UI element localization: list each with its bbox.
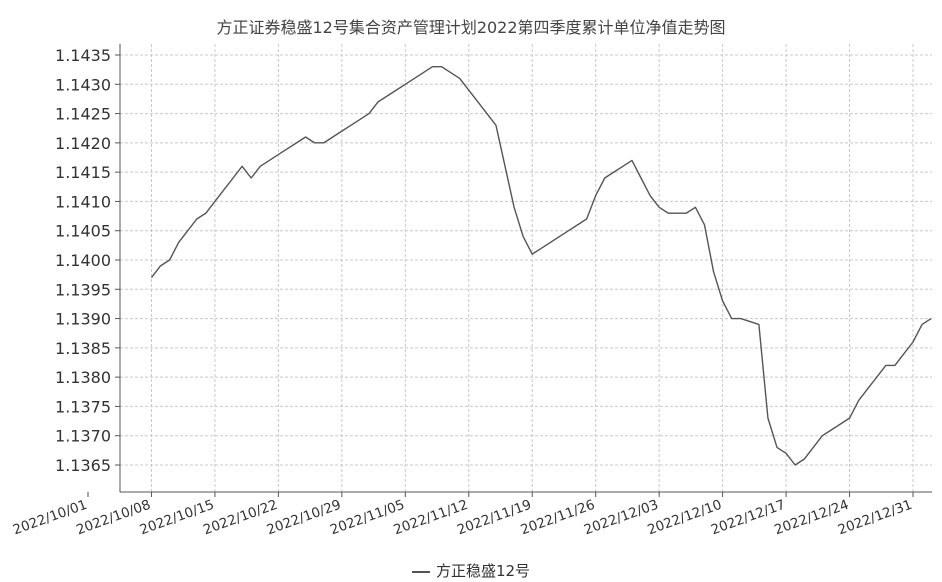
chart-title: 方正证券稳盛12号集合资产管理计划2022第四季度累计单位净值走势图: [216, 18, 726, 37]
y-tick-label: 1.1435: [55, 46, 111, 65]
y-tick-labels: 1.1435 1.1430 1.1425 1.1420 1.1415 1.1410 1.14…: [55, 46, 111, 475]
y-tick-label: 1.1425: [55, 105, 111, 124]
legend: 方正稳盛12号: [0, 560, 942, 581]
y-tick-label: 1.1410: [55, 192, 111, 211]
y-tick-label: 1.1380: [55, 368, 111, 387]
y-tick-label: 1.1415: [55, 163, 111, 182]
y-tick-label: 1.1420: [55, 134, 111, 153]
y-tick-label: 1.1430: [55, 75, 111, 94]
y-tick-label: 1.1370: [55, 427, 111, 446]
y-tick-label: 1.1385: [55, 339, 111, 358]
legend-line-swatch: [411, 570, 430, 573]
series-line: [150, 66, 932, 466]
y-tick-label: 1.1375: [55, 397, 111, 416]
series-layer: [150, 66, 932, 466]
axis-layer: [87, 44, 932, 497]
legend-label: 方正稳盛12号: [435, 562, 531, 580]
y-tick-label: 1.1365: [55, 456, 111, 475]
y-tick-label: 1.1395: [55, 280, 111, 299]
grid-layer: [120, 44, 932, 492]
y-tick-label: 1.1390: [55, 310, 111, 329]
y-tick-label: 1.1405: [55, 222, 111, 241]
x-tick-labels: 2022/10/012022/10/082022/10/152022/10/22…: [11, 497, 915, 539]
y-tick-label: 1.1400: [55, 251, 111, 270]
